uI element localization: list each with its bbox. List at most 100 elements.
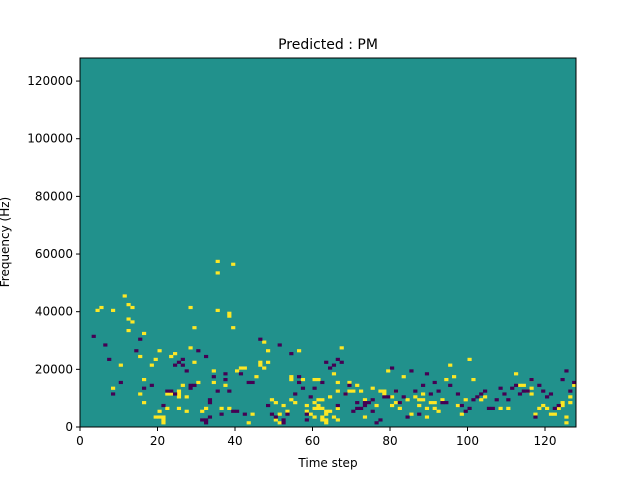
heatmap-cell-high: [281, 403, 286, 408]
heatmap-cell-low: [211, 375, 216, 379]
heatmap-cell-low: [165, 389, 170, 393]
heatmap-cell-low: [207, 415, 213, 419]
heatmap-cell-high: [215, 308, 220, 312]
heatmap-cell-high: [184, 395, 189, 399]
heatmap-cell-low: [111, 392, 116, 396]
heatmap-cell-high: [312, 377, 317, 382]
heatmap-cell-low: [242, 412, 247, 416]
heatmap-cell-high: [238, 366, 244, 370]
heatmap-cell-high: [514, 372, 519, 376]
heatmap-cell-low: [347, 383, 352, 387]
heatmap-cell-high: [335, 406, 340, 410]
heatmap-cell-low: [312, 386, 317, 390]
heatmap-cell-low: [328, 366, 333, 370]
heatmap-cell-high: [95, 308, 100, 312]
heatmap-cell-high: [188, 346, 193, 350]
heatmap-cell-high: [324, 418, 329, 422]
heatmap-cell-high: [529, 392, 534, 396]
heatmap-cell-high: [149, 363, 154, 367]
heatmap-cell-low: [459, 403, 464, 408]
heatmap-cell-high: [413, 395, 418, 399]
heatmap-cell-high: [382, 389, 387, 393]
heatmap-cell-low: [207, 398, 213, 402]
heatmap-cell-low: [324, 360, 329, 364]
heatmap-cell-high: [328, 409, 333, 413]
x-axis-label: Time step: [297, 456, 357, 470]
heatmap-cell-high: [227, 314, 232, 318]
heatmap-cell-high: [405, 398, 410, 402]
heatmap-cell-high: [370, 386, 375, 390]
heatmap-cell-high: [390, 395, 395, 399]
x-tick-label: 120: [534, 434, 557, 448]
heatmap-cell-high: [223, 383, 228, 387]
heatmap-cell-high: [188, 305, 193, 310]
heatmap-cell-high: [312, 401, 317, 405]
heatmap-cell-low: [304, 412, 309, 416]
heatmap-cell-low: [370, 409, 375, 413]
heatmap-cell-low: [335, 403, 340, 408]
heatmap-cell-high: [99, 305, 104, 310]
heatmap-cell-low: [409, 369, 414, 373]
heatmap-cell-high: [126, 317, 131, 321]
heatmap-cell-high: [169, 392, 174, 396]
heatmap-cell-low: [351, 409, 356, 413]
heatmap-cell-high: [339, 346, 344, 350]
heatmap-cell-low: [432, 380, 437, 385]
y-tick-label: 60000: [35, 247, 73, 261]
heatmap-cell-high: [440, 398, 445, 402]
heatmap-cell-high: [304, 403, 309, 408]
heatmap-cell-low: [308, 395, 313, 399]
heatmap-cell-high: [246, 421, 251, 425]
heatmap-cell-high: [320, 415, 325, 419]
heatmap-cell-high: [289, 398, 294, 402]
heatmap-cell-high: [362, 398, 368, 402]
heatmap-cell-high: [421, 398, 426, 402]
heatmap-cell-high: [533, 412, 538, 416]
heatmap-cell-high: [289, 375, 294, 379]
heatmap-cell-high: [428, 401, 433, 405]
heatmap-cell-low: [300, 386, 306, 390]
heatmap-cell-high: [316, 398, 321, 402]
heatmap-cell-low: [161, 403, 166, 408]
heatmap-cell-low: [134, 349, 139, 353]
heatmap-cell-high: [273, 401, 278, 405]
heatmap-cell-high: [227, 406, 232, 410]
heatmap-cell-high: [308, 412, 313, 416]
y-tick-label: 120000: [27, 74, 73, 88]
heatmap-cell-high: [176, 406, 182, 410]
heatmap-cell-high: [448, 363, 453, 367]
heatmap-cell-high: [436, 409, 441, 413]
heatmap-cell-low: [231, 409, 236, 413]
heatmap-cell-low: [502, 392, 507, 396]
heatmap-cell-high: [180, 383, 185, 387]
heatmap-cell-high: [126, 303, 131, 307]
heatmap-cell-low: [366, 401, 371, 405]
heatmap-cell-high: [289, 377, 294, 382]
heatmap-cell-high: [122, 294, 127, 298]
y-tick-label: 0: [65, 420, 73, 434]
heatmap-cell-low: [293, 392, 298, 396]
heatmap-cell-high: [153, 415, 158, 419]
heatmap-cell-high: [455, 403, 461, 408]
heatmap-cell-low: [440, 401, 445, 405]
heatmap-cell-high: [316, 377, 321, 382]
heatmap-cell-low: [335, 357, 340, 361]
heatmap-cell-high: [564, 415, 569, 419]
heatmap-cell-low: [386, 395, 391, 399]
heatmap-cell-high: [316, 403, 321, 408]
heatmap-cell-low: [359, 406, 364, 410]
heatmap-cell-low: [246, 380, 251, 385]
heatmap-cell-high: [130, 305, 135, 310]
heatmap-cell-low: [390, 366, 395, 370]
heatmap-cell-high: [417, 403, 422, 408]
heatmap-cell-low: [173, 392, 178, 396]
heatmap-cell-high: [545, 406, 550, 410]
heatmap-cell-low: [463, 409, 468, 413]
heatmap-cell-low: [552, 406, 557, 410]
heatmap-cell-high: [498, 406, 503, 410]
heatmap-cell-low: [572, 380, 577, 385]
heatmap-cell-low: [118, 380, 123, 385]
heatmap-cell-high: [204, 406, 209, 410]
heatmap-cell-high: [176, 395, 182, 399]
heatmap-cell-low: [479, 392, 484, 396]
